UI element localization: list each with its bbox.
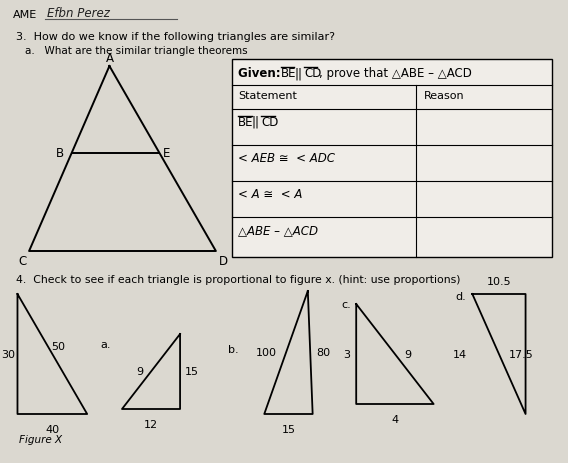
Text: b.: b.	[228, 344, 239, 354]
Text: 9: 9	[136, 367, 143, 377]
Text: BE: BE	[238, 116, 254, 129]
Text: Reason: Reason	[424, 91, 465, 101]
Text: CD: CD	[261, 116, 279, 129]
Text: C: C	[18, 255, 26, 268]
Text: 4.  Check to see if each triangle is proportional to figure x. (hint: use propor: 4. Check to see if each triangle is prop…	[15, 275, 460, 284]
Text: a.   What are the similar triangle theorems: a. What are the similar triangle theorem…	[25, 46, 248, 56]
Text: 40: 40	[45, 424, 60, 434]
Text: 17.5: 17.5	[508, 349, 533, 359]
Text: 15: 15	[185, 367, 199, 377]
Text: E: E	[164, 147, 171, 160]
Text: 50: 50	[51, 341, 65, 351]
Text: < A ≅  < A: < A ≅ < A	[238, 188, 303, 200]
Text: CD: CD	[304, 67, 321, 80]
Text: 14: 14	[452, 349, 466, 359]
Text: Given:: Given:	[238, 67, 285, 80]
Text: , prove that △ABE – △ACD: , prove that △ABE – △ACD	[319, 67, 473, 80]
Text: BE: BE	[281, 67, 296, 80]
Text: 100: 100	[256, 348, 277, 358]
Text: d.: d.	[455, 291, 466, 301]
Text: 3.  How do we know if the following triangles are similar?: 3. How do we know if the following trian…	[15, 32, 335, 42]
Text: 15: 15	[282, 424, 295, 434]
Text: Statement: Statement	[238, 91, 297, 101]
Text: Efbn Perez: Efbn Perez	[47, 7, 110, 20]
Text: 30: 30	[2, 349, 15, 359]
Text: A: A	[106, 52, 114, 65]
Text: a.: a.	[101, 339, 111, 349]
Text: △ABE – △ACD: △ABE – △ACD	[238, 224, 318, 237]
Text: Figure X: Figure X	[19, 434, 62, 444]
Text: 9: 9	[404, 349, 412, 359]
Text: ||: ||	[252, 116, 260, 129]
Text: 4: 4	[391, 414, 399, 424]
Text: < AEB ≅  < ADC: < AEB ≅ < ADC	[238, 152, 335, 165]
Text: AME: AME	[12, 10, 37, 20]
Text: 10.5: 10.5	[487, 276, 511, 287]
Text: B: B	[56, 147, 64, 160]
Text: ||: ||	[294, 67, 302, 80]
Text: 12: 12	[144, 419, 158, 429]
Bar	[232, 60, 552, 257]
Text: 80: 80	[316, 348, 330, 358]
Text: D: D	[219, 255, 228, 268]
Text: c.: c.	[342, 300, 352, 309]
Text: 3: 3	[344, 349, 350, 359]
